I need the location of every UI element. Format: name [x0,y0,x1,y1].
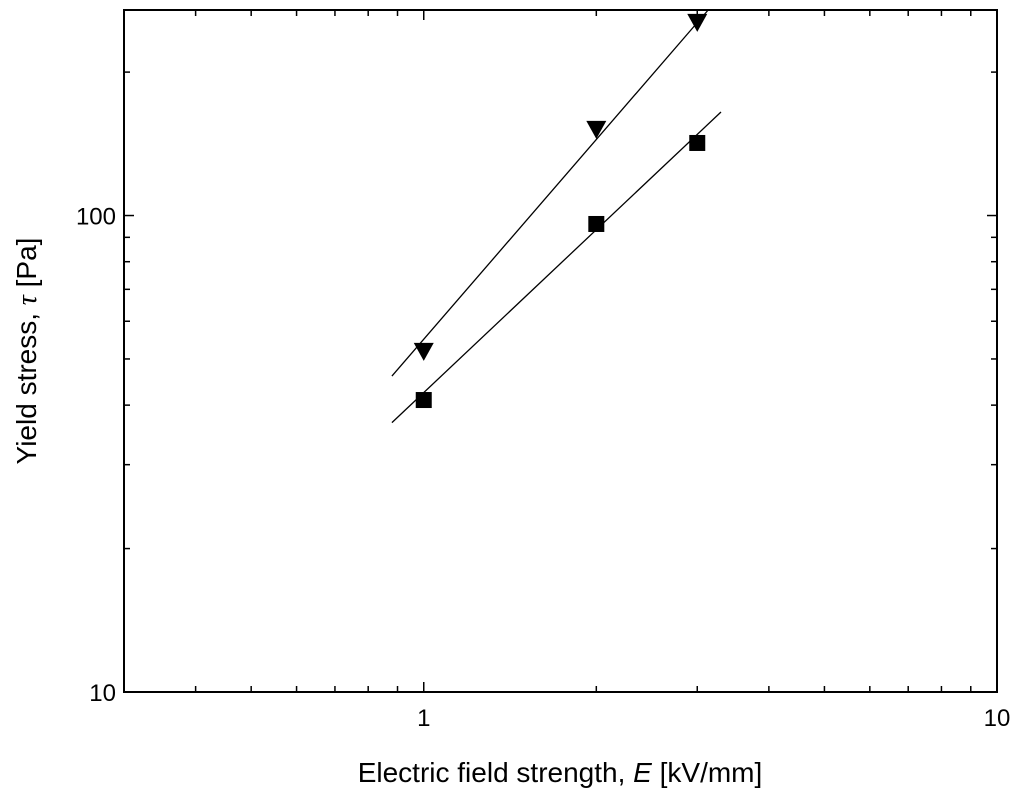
triangle-down-marker [687,13,708,32]
x-axis-label: Electric field strength, E [kV/mm] [358,757,763,788]
square-marker [415,392,432,409]
triangle-down-marker [413,342,434,361]
square-marker [588,215,605,232]
y-axis-label: Yield stress, τ [Pa] [11,238,43,465]
y-tick-label: 100 [76,204,116,231]
fit-line-series-2 [391,111,722,424]
y-tick-label: 10 [89,680,116,707]
data-markers [413,13,708,409]
axis-ticks [123,10,998,693]
tick-labels: 1 10 10 100 [76,204,1010,732]
fit-line-series-1 [391,9,709,377]
x-tick-label: 10 [984,705,1011,732]
plot-frame [123,9,998,693]
x-tick-label: 1 [417,705,430,732]
fit-lines [391,9,722,424]
square-marker [689,134,706,151]
triangle-down-marker [586,120,607,139]
